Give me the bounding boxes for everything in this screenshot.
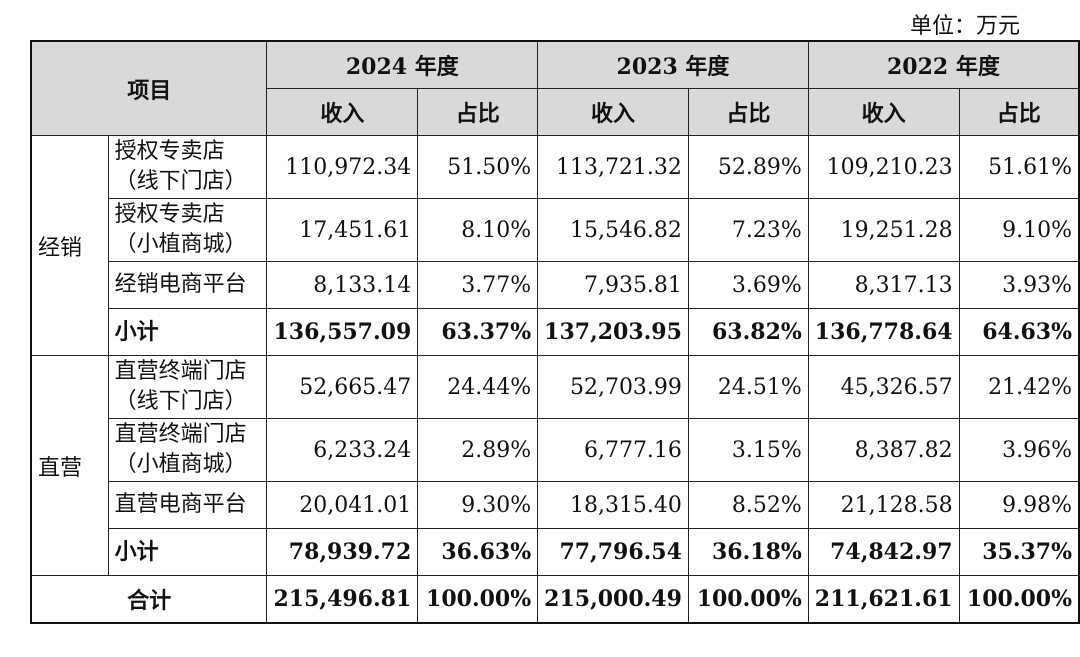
subtotal-row: 小计 78,939.72 36.63% 77,796.54 36.18% 74,842.9… [31,528,1080,576]
ratio-cell: 51.50% [417,135,539,199]
ratio-cell: 2.89% [417,418,539,482]
row-label: 直营电商平台 [107,481,268,529]
category-label: 直营 [30,355,109,576]
ratio-cell: 7.23% [687,198,809,262]
header-item: 项目 [30,40,268,136]
ratio-cell: 3.15% [687,418,809,482]
table-row: 直营电商平台 20,041.01 9.30% 18,315.40 8.52% 21,128… [31,481,1080,529]
table-row: 授权专卖店 （小植商城） 17,451.61 8.10% 15,546.82 7.23% 1… [31,198,1080,262]
income-cell: 45,326.57 [807,355,960,419]
unit-label: 单位：万元 [909,14,1020,39]
income-cell: 8,133.14 [266,261,419,309]
row-label-line: （小植商城） [114,452,247,477]
income-cell: 8,387.82 [807,418,960,482]
income-cell: 17,451.61 [266,198,419,262]
row-label-line: 经销电商平台 [114,272,247,297]
ratio-cell: 3.77% [417,261,539,309]
ratio-cell: 9.98% [958,481,1080,529]
ratio-cell: 100.00% [417,575,539,624]
ratio-cell: 24.51% [687,355,809,419]
ratio-cell: 36.63% [417,528,539,576]
ratio-cell: 52.89% [687,135,809,199]
income-cell: 110,972.34 [266,135,419,199]
income-cell: 18,315.40 [537,481,689,529]
income-cell: 136,778.64 [807,308,960,356]
income-cell: 77,796.54 [537,528,689,576]
table-row: 经销电商平台 8,133.14 3.77% 7,935.81 3.69% 8,317.13… [31,261,1080,309]
row-label-line: 直营终端门店 [114,359,247,384]
ratio-cell: 35.37% [958,528,1080,576]
row-label-line: （线下门店） [114,389,247,414]
table-body: 经销 授权专卖店 （线下门店） 110,972.34 51.50% 113,721.32 5… [30,135,1080,624]
total-label: 合计 [30,575,268,624]
row-label-line: 直营终端门店 [114,422,247,447]
row-label: 授权专卖店 （小植商城） [107,198,268,262]
ratio-cell: 8.52% [687,481,809,529]
income-cell: 215,000.49 [537,575,689,624]
ratio-cell: 8.10% [417,198,539,262]
income-cell: 15,546.82 [537,198,689,262]
row-label: 经销电商平台 [107,261,268,309]
row-label-line: （小植商城） [114,232,247,257]
ratio-cell: 3.93% [958,261,1080,309]
row-label: 授权专卖店 （线下门店） [107,135,268,199]
header-income: 收入 [807,88,960,136]
header-ratio: 占比 [417,88,539,136]
ratio-cell: 64.63% [958,308,1080,356]
ratio-cell: 63.37% [417,308,539,356]
income-cell: 7,935.81 [537,261,689,309]
subtotal-label: 小计 [107,308,268,356]
header-row-years: 项目 2024 年度 2023 年度 2022 年度 [30,40,1080,136]
header-year-2022: 2022 年度 [807,40,1080,89]
income-cell: 8,317.13 [807,261,960,309]
ratio-cell: 3.69% [687,261,809,309]
row-label: 直营终端门店 （小植商城） [107,418,268,482]
header-ratio: 占比 [958,88,1080,136]
table-row: 直营 直营终端门店 （线下门店） 52,665.47 24.44% 52,703.99 24… [30,355,1080,576]
income-cell: 109,210.23 [807,135,960,199]
row-label-line: （线下门店） [114,169,247,194]
ratio-cell: 100.00% [687,575,809,624]
income-cell: 20,041.01 [266,481,419,529]
table-row: 经销 授权专卖店 （线下门店） 110,972.34 51.50% 113,721.32 5… [30,135,1080,356]
income-cell: 52,665.47 [266,355,419,419]
revenue-table: 项目 2024 年度 2023 年度 2022 年度 收入 占比 收入 占比 收… [30,40,1080,624]
income-cell: 52,703.99 [537,355,689,419]
ratio-cell: 63.82% [687,308,809,356]
header-year-2024: 2024 年度 [266,40,539,89]
table-row: 直营终端门店 （小植商城） 6,233.24 2.89% 6,777.16 3.15% 8,… [31,418,1080,482]
income-cell: 74,842.97 [807,528,960,576]
ratio-cell: 3.96% [958,418,1080,482]
row-label-line: 授权专卖店 [114,202,225,227]
header-row-metrics: 收入 占比 收入 占比 收入 占比 [31,88,1080,136]
income-cell: 136,557.09 [266,308,419,356]
ratio-cell: 9.30% [417,481,539,529]
income-cell: 6,777.16 [537,418,689,482]
income-cell: 215,496.81 [266,575,419,624]
ratio-cell: 21.42% [958,355,1080,419]
header-income: 收入 [266,88,419,136]
header-year-2023: 2023 年度 [537,40,809,89]
header-ratio: 占比 [687,88,809,136]
category-label: 经销 [30,135,109,356]
income-cell: 19,251.28 [807,198,960,262]
income-cell: 113,721.32 [537,135,689,199]
ratio-cell: 51.61% [958,135,1080,199]
ratio-cell: 36.18% [687,528,809,576]
income-cell: 137,203.95 [537,308,689,356]
ratio-cell: 9.10% [958,198,1080,262]
total-row: 合计 215,496.81 100.00% 215,000.49 100.00% 211,… [30,575,1080,624]
row-label-line: 授权专卖店 [114,139,225,164]
income-cell: 21,128.58 [807,481,960,529]
row-label-line: 直营电商平台 [114,492,247,517]
header-income: 收入 [537,88,689,136]
ratio-cell: 24.44% [417,355,539,419]
subtotal-row: 小计 136,557.09 63.37% 137,203.95 63.82% 136,77… [31,308,1080,356]
row-label: 直营终端门店 （线下门店） [107,355,268,419]
ratio-cell: 100.00% [958,575,1080,624]
subtotal-label: 小计 [107,528,268,576]
income-cell: 6,233.24 [266,418,419,482]
income-cell: 211,621.61 [807,575,960,624]
income-cell: 78,939.72 [266,528,419,576]
